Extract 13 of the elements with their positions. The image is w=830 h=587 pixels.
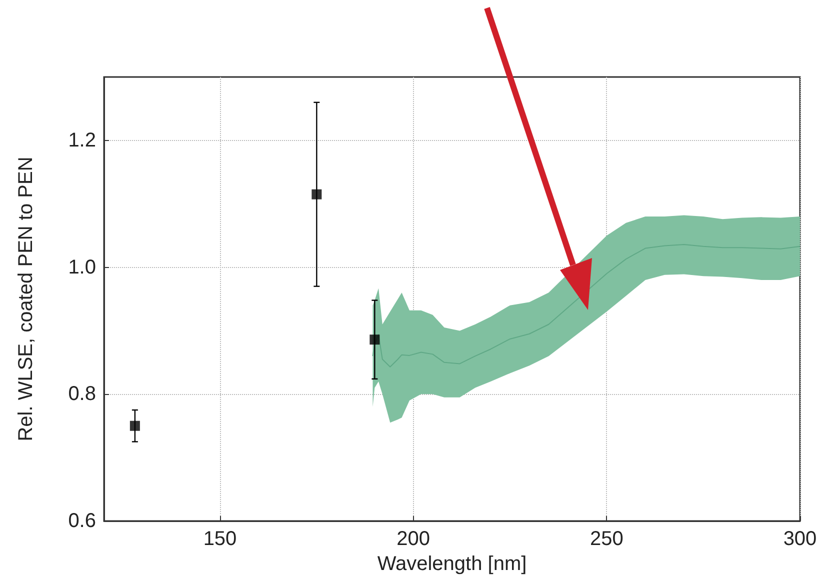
y-tick-label: 0.8	[68, 383, 96, 406]
x-tick-label: 150	[203, 528, 237, 550]
x-tick-label: 200	[396, 528, 430, 550]
x-axis-title: Wavelength [nm]	[377, 552, 527, 575]
point	[312, 189, 322, 200]
x-tick-label: 300	[783, 528, 817, 550]
point	[130, 420, 140, 431]
y-tick-label: 1.0	[68, 256, 96, 278]
y-tick-label: 1.2	[68, 129, 96, 152]
point	[370, 334, 380, 345]
y-tick-label: 0.6	[68, 510, 96, 532]
x-tick-label: 250	[590, 528, 624, 550]
y-axis-title: Rel. WLSE, coated PEN to PEN	[15, 156, 37, 442]
